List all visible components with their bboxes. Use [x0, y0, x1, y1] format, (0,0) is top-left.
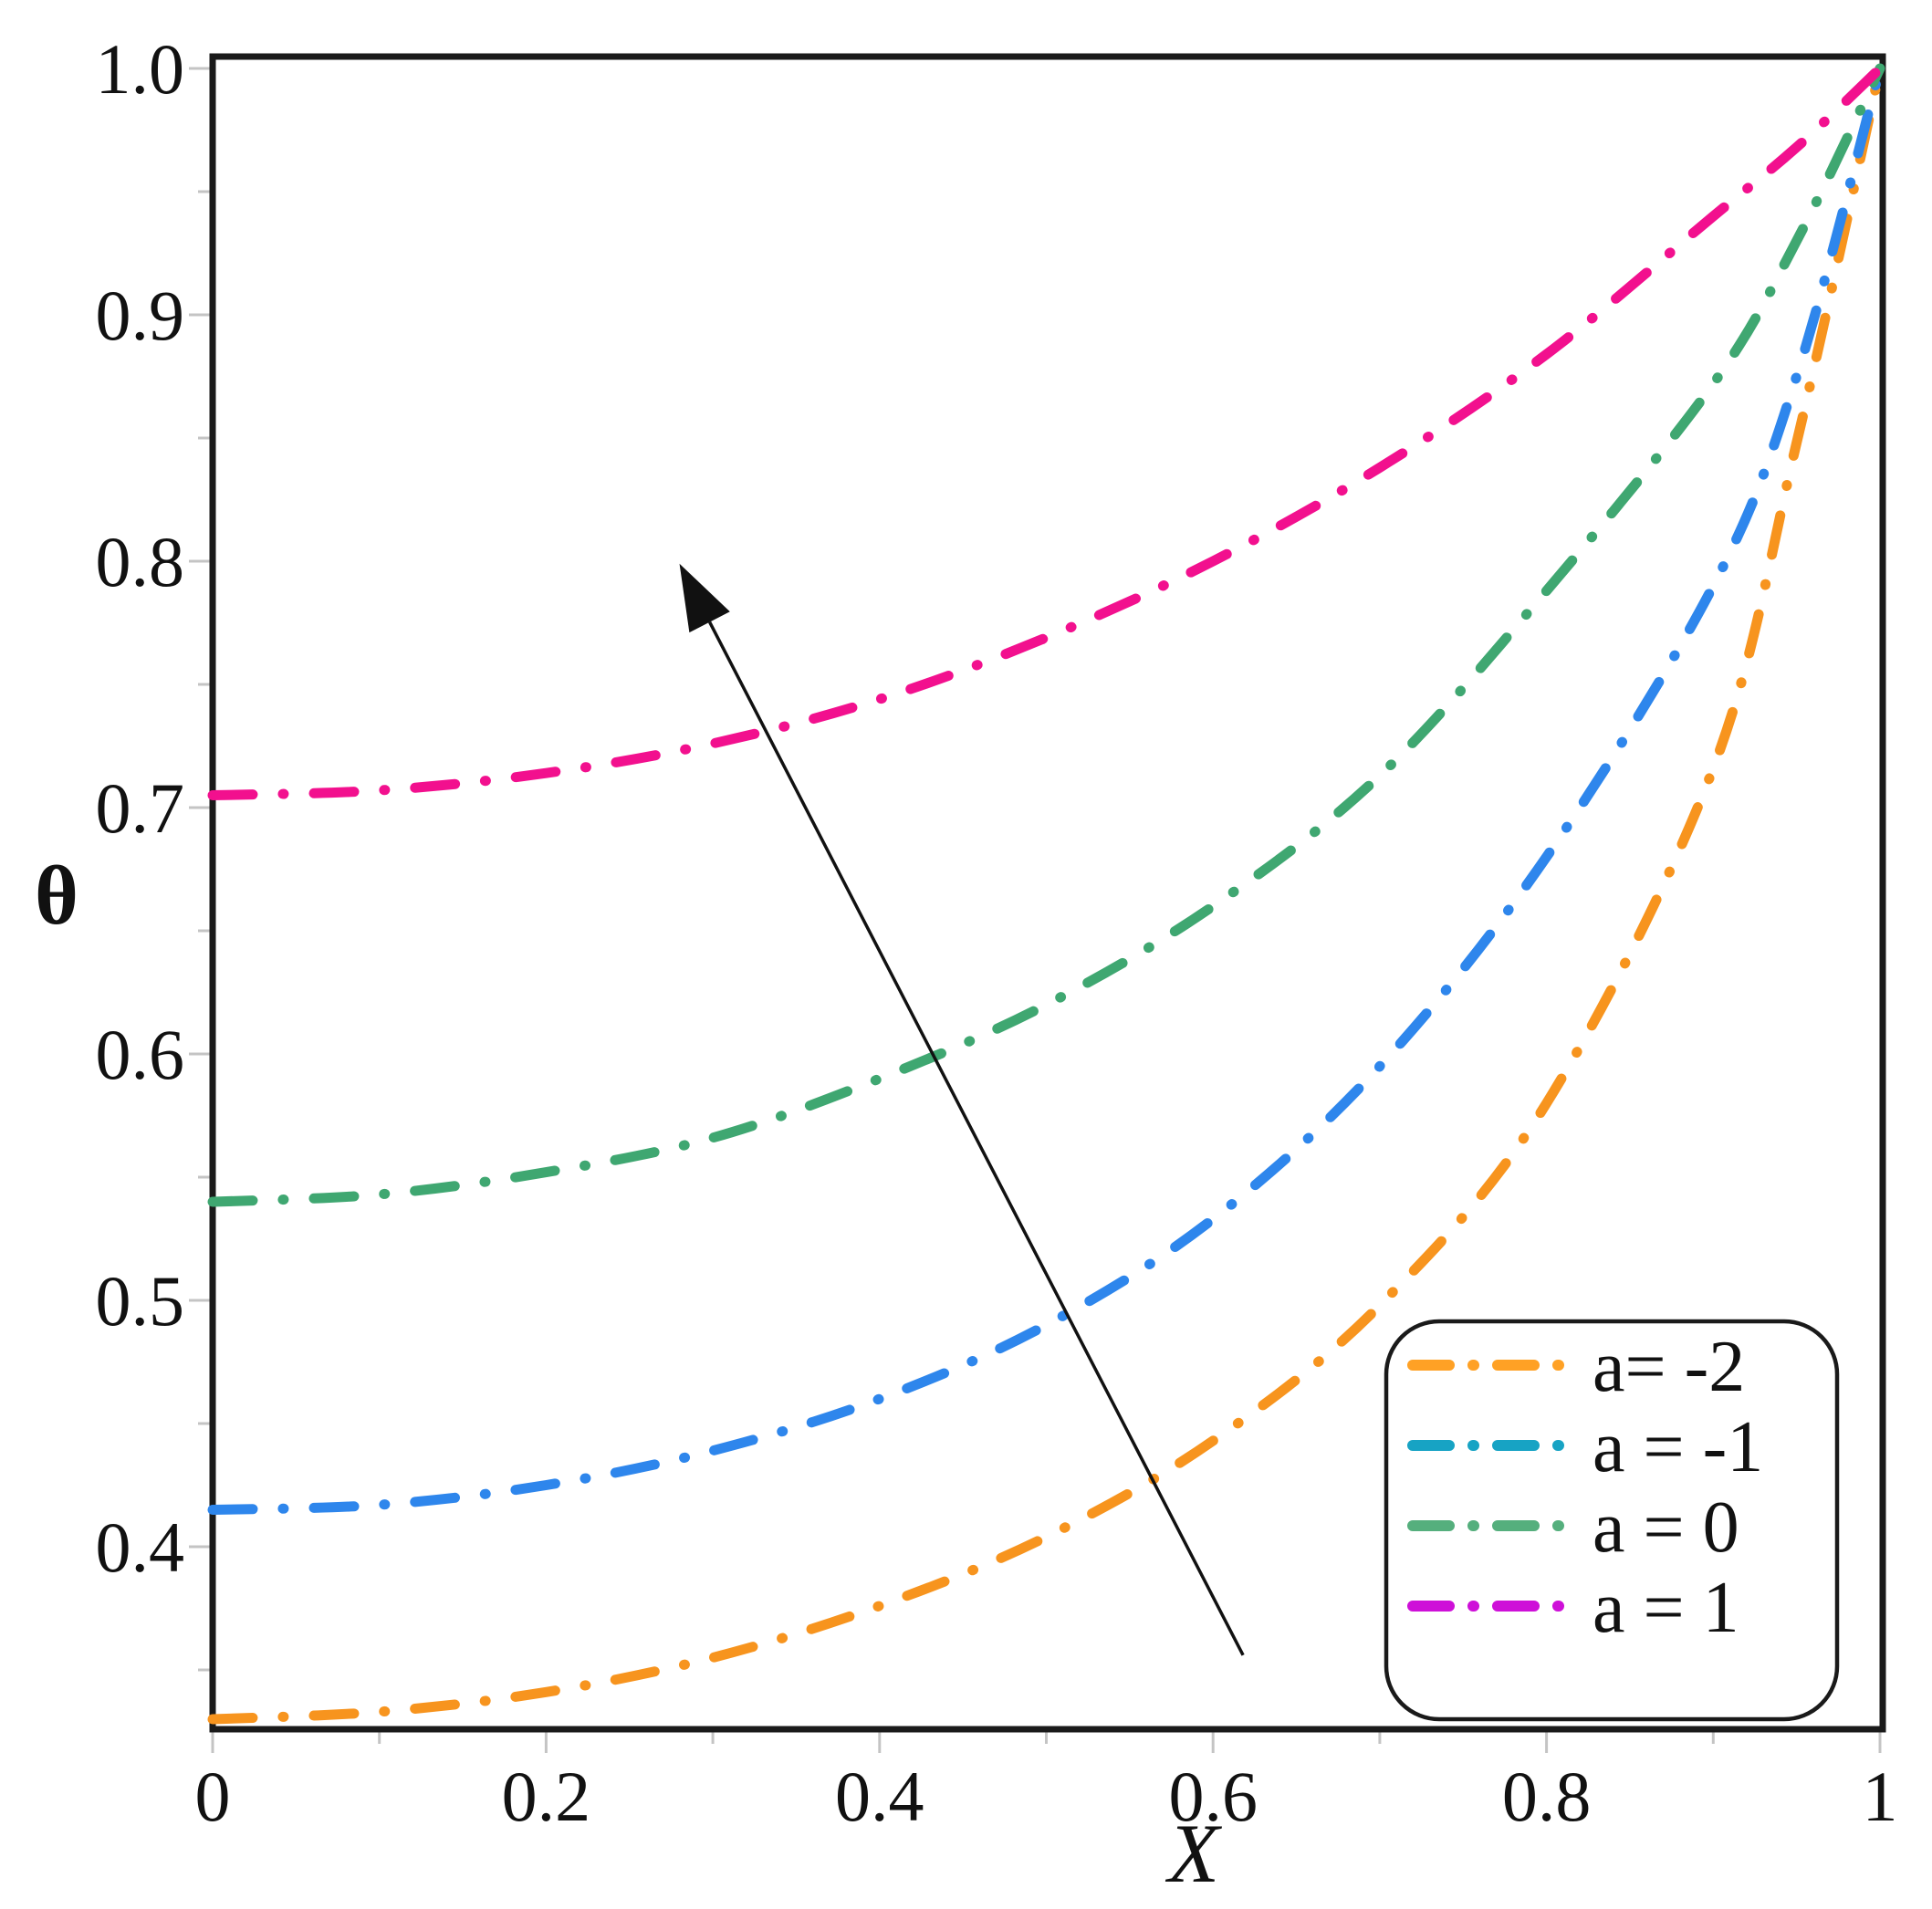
y-tick-label: 0.6 [96, 1015, 185, 1094]
x-tick-label: 0.8 [1502, 1757, 1592, 1836]
y-axis-label: θ [35, 849, 78, 942]
y-tick-label: 1.0 [96, 29, 185, 109]
arrow-head-icon [679, 563, 730, 633]
legend-label-2: a = 0 [1593, 1487, 1739, 1568]
x-tick-label: 0.2 [502, 1757, 591, 1836]
series-curve-1 [207, 63, 1885, 1515]
series-curve-3 [207, 63, 1885, 800]
x-tick-label: 1 [1863, 1757, 1898, 1836]
series-curve-0 [207, 63, 1885, 1725]
plot-border [209, 53, 1886, 1733]
x-tick-label: 0.6 [1168, 1757, 1258, 1836]
y-tick-label: 0.9 [96, 276, 185, 355]
x-tick-label: 0.4 [835, 1757, 924, 1836]
y-tick-label: 0.7 [96, 768, 185, 848]
legend-label-1: a = -1 [1593, 1407, 1763, 1487]
plot-frame [209, 53, 1886, 1733]
legend-box: a= -2a = -1a = 0a = 1 [1384, 1319, 1840, 1722]
series-curve-2 [207, 63, 1885, 1207]
y-tick-label: 0.5 [96, 1261, 185, 1340]
annotation-arrow [679, 563, 1245, 1656]
arrow-shaft [708, 621, 1245, 1656]
legend-border [1384, 1319, 1840, 1722]
legend-label-0: a= -2 [1593, 1327, 1745, 1407]
series-curves [207, 63, 1885, 1725]
x-tick-label: 0 [195, 1757, 231, 1836]
y-tick-label: 0.4 [96, 1507, 185, 1587]
legend-label-3: a = 1 [1593, 1568, 1739, 1648]
tick-labels: 0 0.2 0.4 0.6 0.8 1 0.4 0.5 0.6 0.7 0.8 0.9 1.0 [96, 29, 1898, 1836]
y-tick-label: 0.8 [96, 522, 185, 601]
x-axis-label: X [1164, 1807, 1223, 1900]
